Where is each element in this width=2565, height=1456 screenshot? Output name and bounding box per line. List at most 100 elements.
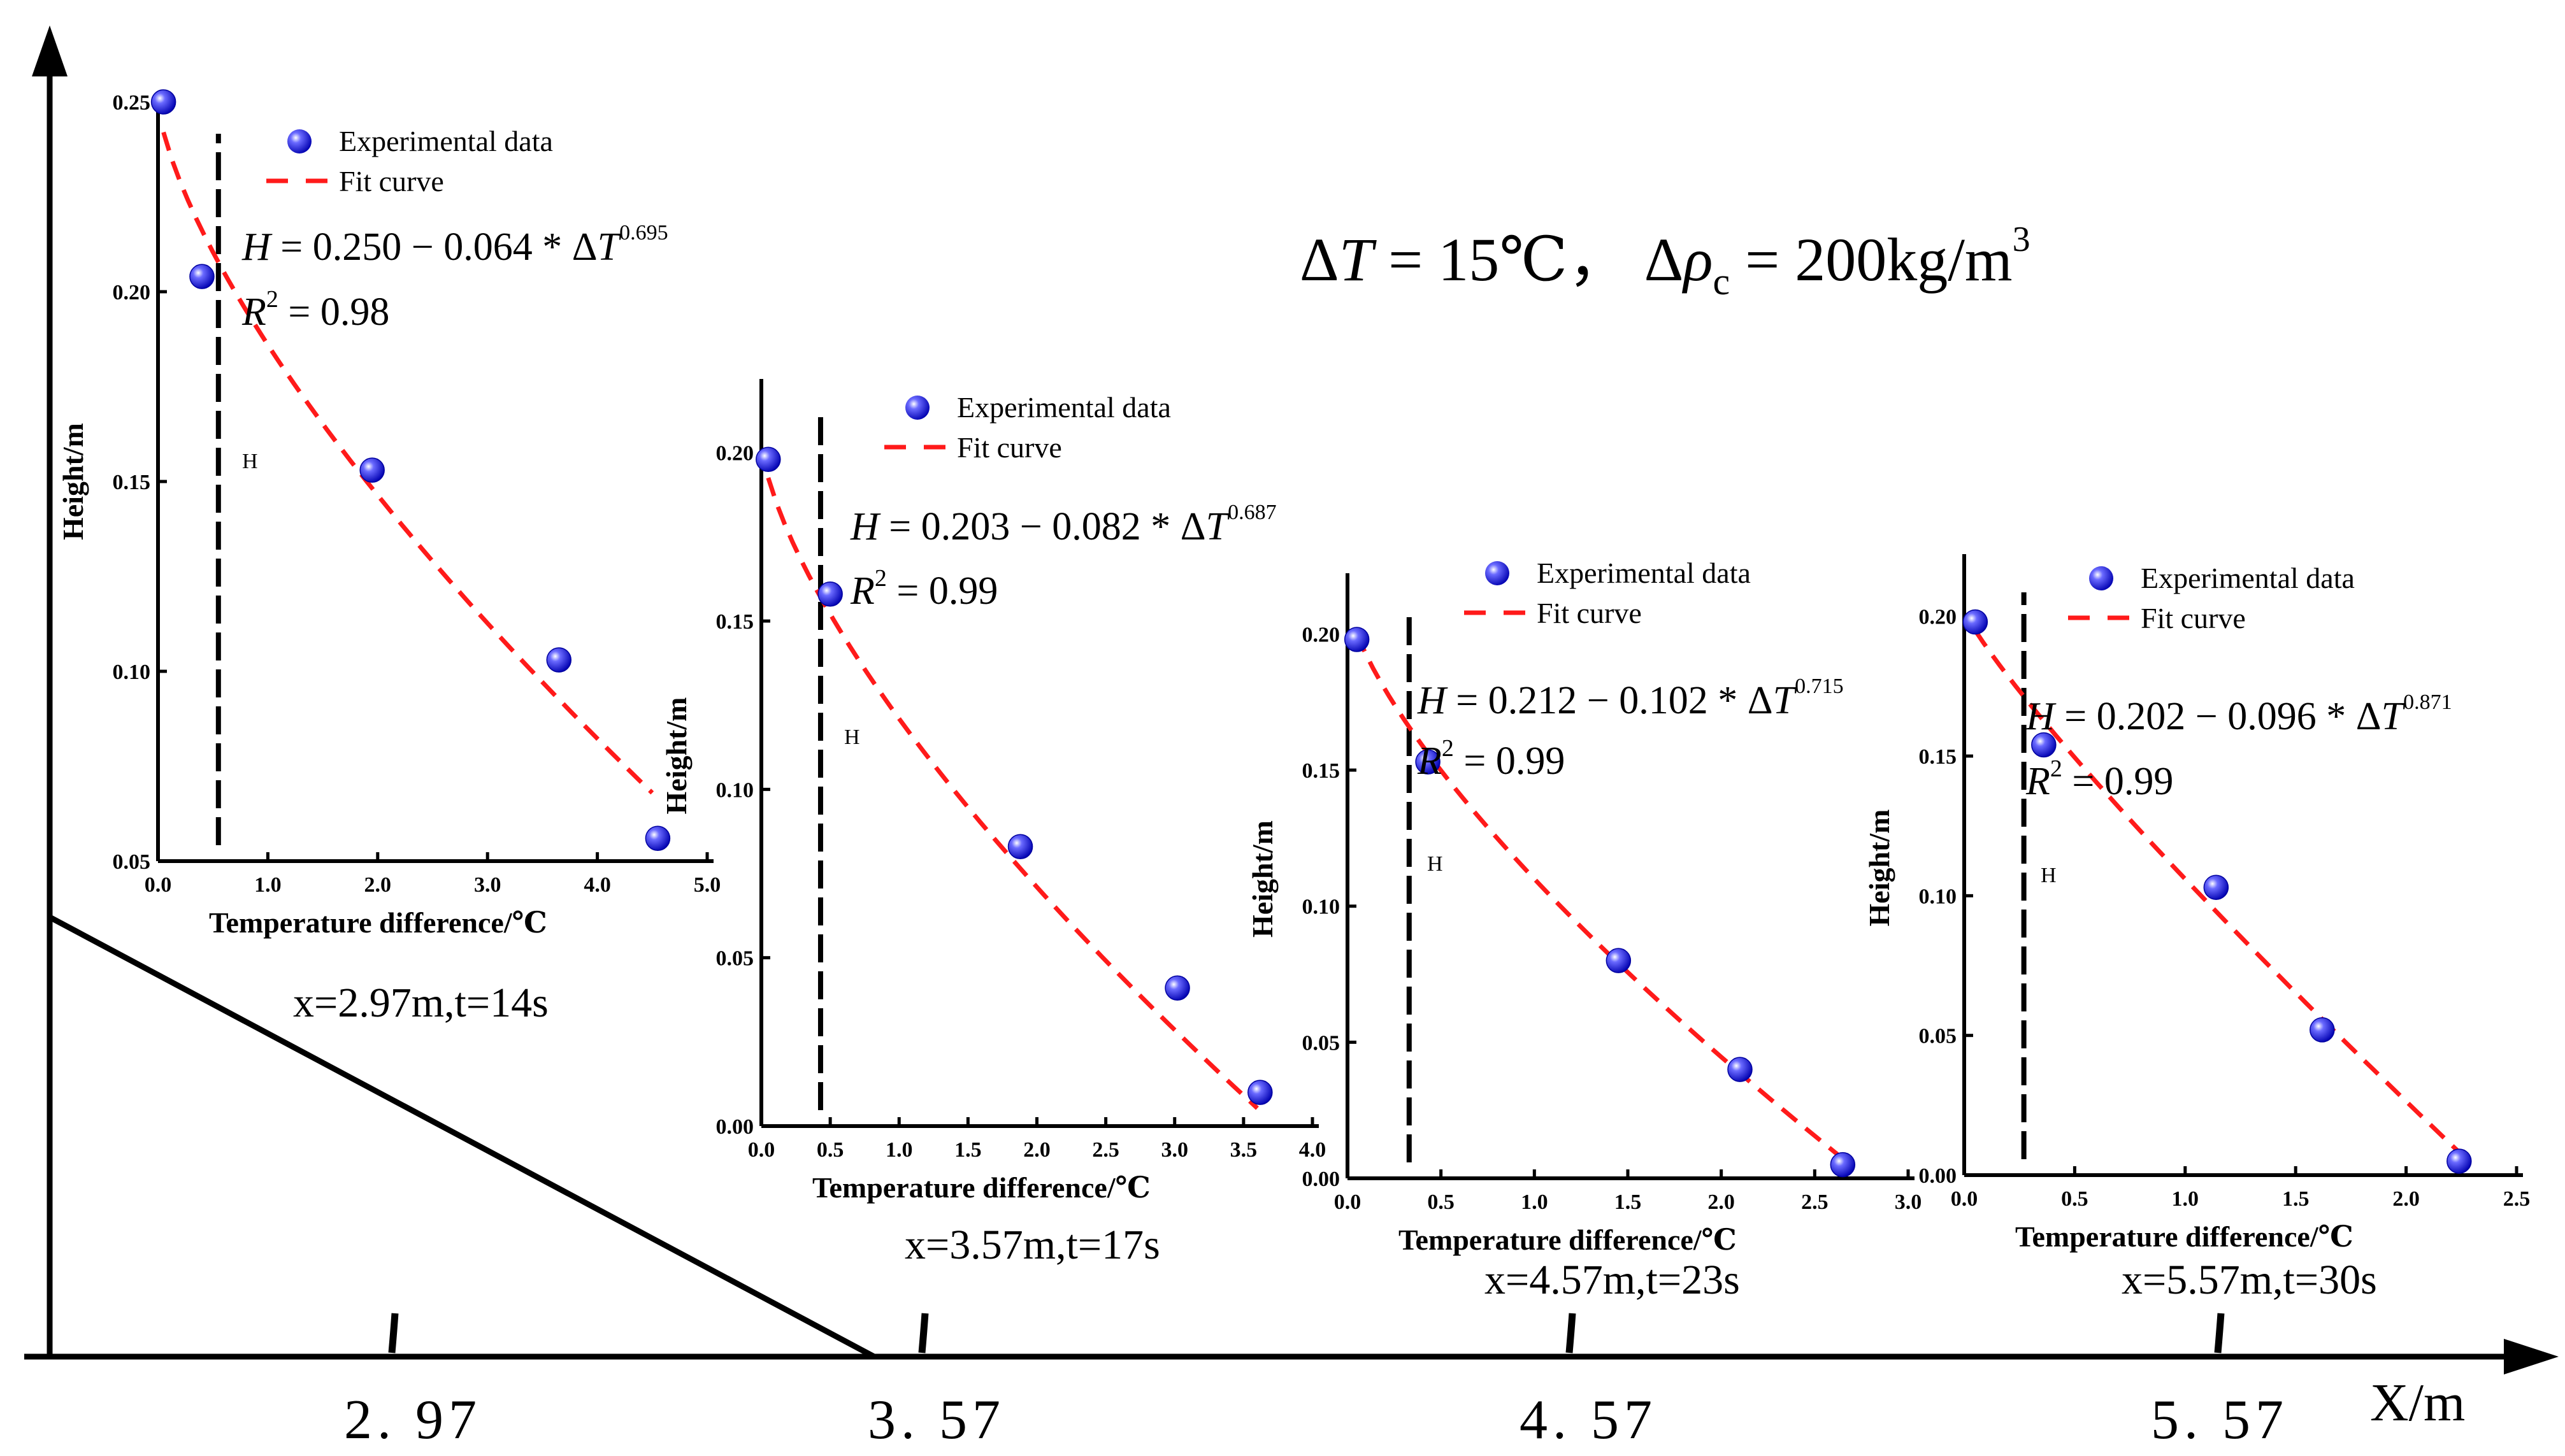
c3-y-tick-label: 0.05	[1302, 1031, 1340, 1055]
c4-y-tick-label: 0.20	[1919, 606, 1957, 629]
c1-h-marker-label: H	[242, 450, 258, 473]
c3-x-tick-label: 2.0	[1707, 1190, 1735, 1214]
c2-x-tick-label: 0.0	[748, 1138, 775, 1162]
c3-legend-fit-label: Fit curve	[1537, 597, 1642, 629]
c3-r-squared: R2 = 0.99	[1417, 735, 1565, 783]
c4-fit-curve	[1973, 629, 2461, 1154]
c1-x-tick-label: 5.0	[694, 873, 721, 897]
c3-x-tick-label: 3.0	[1895, 1190, 1922, 1214]
c1-x-tick-label: 1.0	[254, 873, 282, 897]
c1-x-axis-label: Temperature difference/℃	[209, 906, 547, 939]
bottom-tick-label-3: 4. 57	[1520, 1389, 1657, 1451]
c1-y-axis-label: Height/m	[57, 423, 89, 540]
c4-x-tick-label: 2.0	[2392, 1187, 2420, 1211]
frame-axes	[24, 25, 2559, 1374]
chart-x-5-57: 0.00 0.05 0.10 0.15 0.20 0.0 0.5 1.0 1.5 2.0 2.5 Te…	[1863, 554, 2530, 1303]
c4-fit-equation: H = 0.202 − 0.096 * ΔT0.871	[2025, 690, 2452, 738]
c1-data-point	[645, 825, 671, 851]
c4-x-tick-label: 0.5	[2061, 1187, 2088, 1211]
c3-x-tick-label: 0.5	[1427, 1190, 1455, 1214]
c4-y-tick-label: 0.15	[1919, 745, 1957, 769]
c3-data-point	[1344, 627, 1370, 652]
chart-x-3-57: 0.00 0.05 0.10 0.15 0.20 0.0 0.5 1.0 1.5 2.0 2.5 3.…	[660, 379, 1326, 1268]
c3-h-marker-label: H	[1427, 852, 1443, 876]
c2-y-tick-label: 0.05	[716, 947, 754, 971]
c2-y-axis-label: Height/m	[660, 697, 693, 815]
c2-x-tick-label: 1.5	[954, 1138, 982, 1162]
bottom-tick-label-4: 5. 57	[2151, 1389, 2288, 1451]
c2-x-tick-label: 0.5	[817, 1138, 844, 1162]
c1-x-tick-label: 4.0	[584, 873, 611, 897]
c3-y-axis-label: Height/m	[1246, 820, 1279, 938]
c1-caption: x=2.97m,t=14s	[293, 980, 549, 1026]
c3-caption: x=4.57m,t=23s	[1484, 1257, 1740, 1303]
c1-y-tick-label: 0.25	[113, 91, 151, 115]
c4-data-point	[2203, 874, 2229, 900]
c2-y-tick-label: 0.15	[716, 610, 754, 634]
c4-legend-point-icon	[2089, 566, 2113, 590]
c4-x-axis-label: Temperature difference/℃	[2015, 1220, 2353, 1253]
c2-y-tick-label: 0.10	[716, 778, 754, 802]
c3-data-point	[1415, 749, 1441, 775]
c1-r-squared: R2 = 0.98	[241, 286, 389, 334]
c1-y-tick-label: 0.10	[113, 660, 151, 684]
c3-legend-point-icon	[1485, 561, 1509, 585]
c2-legend-data-label: Experimental data	[957, 391, 1171, 424]
c4-x-tick-label: 0.0	[1951, 1187, 1978, 1211]
c1-legend-point-icon	[287, 129, 312, 153]
c2-fit-curve	[766, 477, 1259, 1110]
c2-legend-fit-label: Fit curve	[957, 431, 1062, 464]
c3-fit-equation: H = 0.212 − 0.102 * ΔT0.715	[1417, 674, 1844, 722]
c4-y-tick-label: 0.10	[1919, 885, 1957, 908]
c4-legend-data-label: Experimental data	[2141, 562, 2355, 594]
c3-y-tick-label: 0.10	[1302, 896, 1340, 919]
slope-line	[48, 915, 876, 1359]
c2-x-tick-label: 3.0	[1161, 1138, 1189, 1162]
c2-data-point	[817, 582, 843, 607]
c1-y-tick-label: 0.15	[113, 471, 151, 494]
c4-caption: x=5.57m,t=30s	[2122, 1257, 2377, 1303]
c4-h-marker-label: H	[2041, 864, 2057, 887]
c4-data-point	[2310, 1017, 2335, 1043]
c2-y-tick-label: 0.20	[716, 442, 754, 466]
c2-data-point	[1247, 1080, 1273, 1105]
bottom-tick-label-1: 2. 97	[344, 1389, 482, 1451]
c3-x-tick-label: 1.5	[1614, 1190, 1642, 1214]
c1-y-tick-label: 0.20	[113, 281, 151, 304]
c4-x-tick-label: 2.5	[2503, 1187, 2531, 1211]
bottom-tick-1	[388, 1313, 399, 1353]
c2-caption: x=3.57m,t=17s	[905, 1222, 1160, 1268]
c4-legend-fit-label: Fit curve	[2141, 602, 2246, 634]
c2-r-squared: R2 = 0.99	[850, 565, 998, 613]
c2-x-axis-label: Temperature difference/℃	[812, 1171, 1151, 1204]
bottom-tick-2	[918, 1313, 929, 1353]
c4-y-tick-label: 0.05	[1919, 1025, 1957, 1048]
c2-fit-equation: H = 0.203 − 0.082 * ΔT0.687	[850, 501, 1277, 548]
c4-x-tick-label: 1.0	[2172, 1187, 2199, 1211]
c3-y-tick-label: 0.15	[1302, 759, 1340, 783]
c1-legend-data-label: Experimental data	[339, 125, 553, 157]
c1-data-point	[150, 89, 176, 115]
chart-x-4-57: 0.00 0.05 0.10 0.15 0.20 0.0 0.5 1.0 1.5 2.0 2.5 3.…	[1246, 557, 1922, 1303]
c4-data-point	[2031, 732, 2057, 758]
c2-x-tick-label: 2.5	[1092, 1138, 1119, 1162]
c4-r-squared: R2 = 0.99	[2025, 755, 2173, 803]
c1-data-point	[359, 457, 385, 483]
chart-x-2-97: 0.05 0.10 0.15 0.20 0.25 0.0 1.0 2.0 3.0 4.0 5.0 Te…	[57, 89, 721, 1026]
c1-data-point	[189, 264, 215, 289]
c4-data-point	[1962, 609, 1988, 635]
bottom-tick-4	[2214, 1313, 2225, 1353]
c1-data-point	[546, 647, 572, 673]
c2-x-tick-label: 1.0	[886, 1138, 913, 1162]
c2-data-point	[756, 446, 781, 473]
c3-y-tick-label: 0.20	[1302, 623, 1340, 646]
c2-data-point	[1007, 834, 1033, 859]
frame-horizontal-arrow	[2504, 1339, 2559, 1374]
c3-data-point	[1830, 1152, 1856, 1178]
c1-x-tick-label: 3.0	[474, 873, 501, 897]
c4-data-point	[2446, 1148, 2472, 1174]
c1-legend-fit-label: Fit curve	[339, 165, 444, 197]
c3-x-axis-label: Temperature difference/℃	[1398, 1224, 1737, 1256]
c2-x-tick-label: 4.0	[1299, 1138, 1326, 1162]
